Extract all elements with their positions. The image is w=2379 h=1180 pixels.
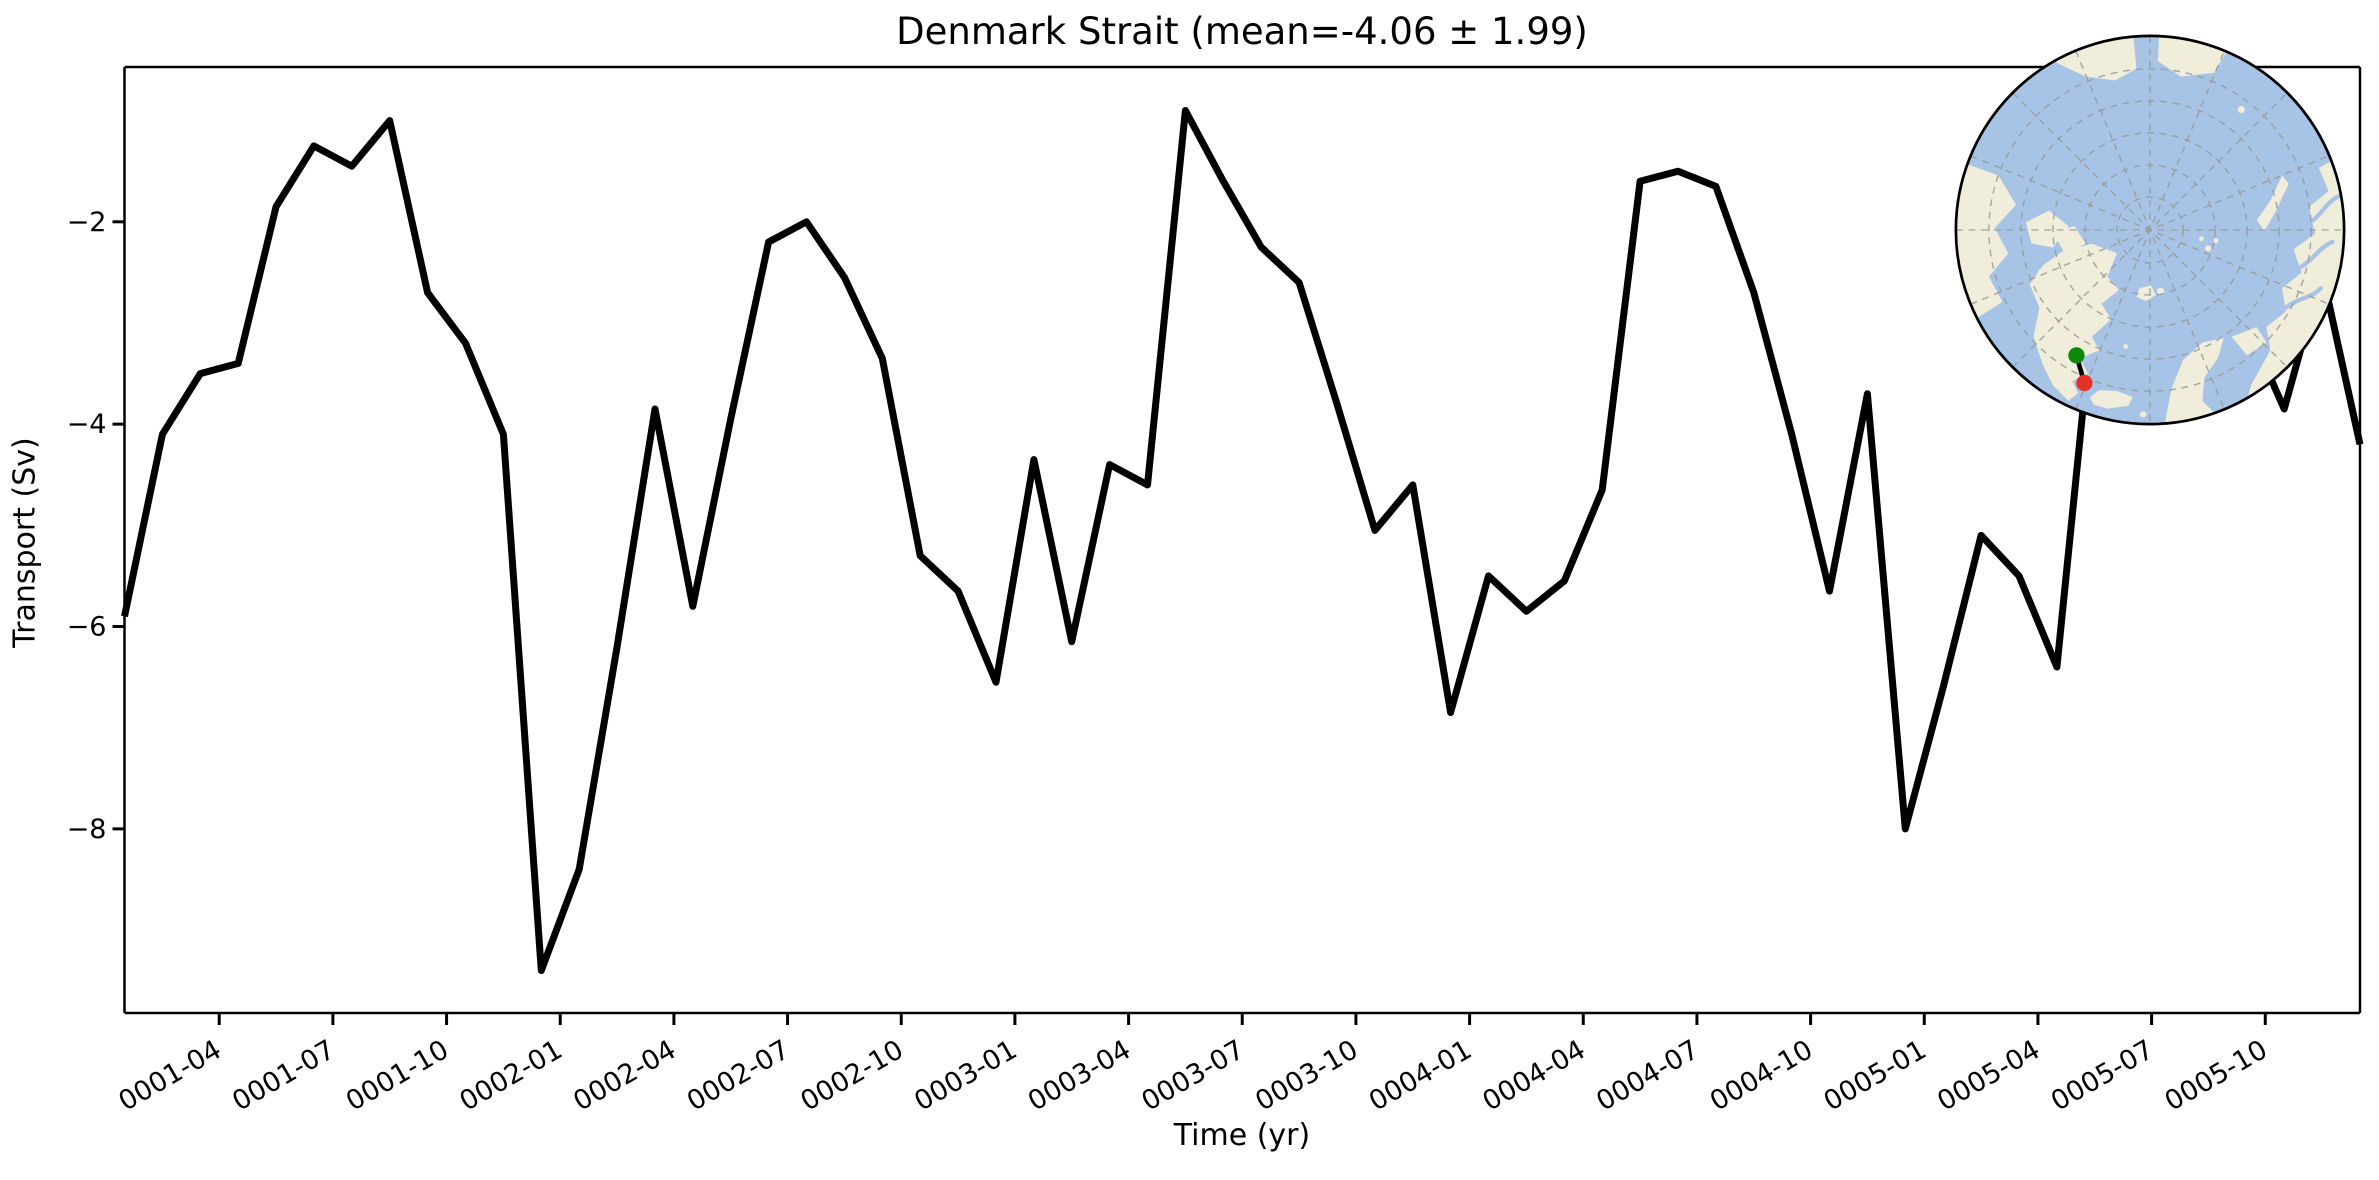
y-tick-label: −8 <box>67 814 107 845</box>
x-tick-label: 0005-10 <box>2160 1034 2273 1117</box>
x-tick-label: 0001-07 <box>227 1034 340 1117</box>
x-tick-label: 0005-01 <box>1819 1034 1932 1117</box>
x-tick-label: 0005-07 <box>2046 1034 2159 1117</box>
y-tick-label: −2 <box>67 207 107 238</box>
chart-title: Denmark Strait (mean=-4.06 ± 1.99) <box>896 10 1588 53</box>
map-border <box>1954 34 2346 426</box>
x-tick-label: 0004-07 <box>1591 1034 1704 1117</box>
y-tick-label: −6 <box>67 612 107 643</box>
inset-map <box>1954 34 2346 426</box>
x-tick-label: 0002-07 <box>682 1034 795 1117</box>
x-tick-label: 0002-04 <box>568 1034 681 1117</box>
data-line <box>121 107 2364 974</box>
x-axis-label: Time (yr) <box>1173 1118 1311 1153</box>
map-graticule <box>1955 35 2345 425</box>
x-tick-label: 0003-10 <box>1250 1034 1363 1117</box>
y-axis-label: Transport (Sv) <box>7 437 43 648</box>
x-tick-label: 0001-04 <box>114 1034 227 1117</box>
x-tick-label: 0004-01 <box>1364 1034 1477 1117</box>
x-tick-label: 0003-01 <box>909 1034 1022 1117</box>
x-tick-label: 0001-10 <box>341 1034 454 1117</box>
x-tick-label: 0005-04 <box>1932 1034 2045 1117</box>
x-tick-label: 0004-04 <box>1478 1034 1591 1117</box>
section-start-marker <box>2068 347 2085 364</box>
x-tick-label: 0003-04 <box>1023 1034 1136 1117</box>
x-tick-label: 0003-07 <box>1137 1034 1250 1117</box>
x-tick-label: 0002-01 <box>455 1034 568 1117</box>
y-tick-label: −4 <box>67 409 107 440</box>
section-end-marker <box>2076 374 2093 392</box>
map-rivers <box>2283 192 2345 310</box>
x-tick-label: 0004-10 <box>1705 1034 1818 1117</box>
x-tick-label: 0002-10 <box>796 1034 909 1117</box>
